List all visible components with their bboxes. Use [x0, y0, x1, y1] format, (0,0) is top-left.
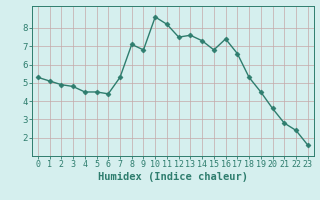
X-axis label: Humidex (Indice chaleur): Humidex (Indice chaleur) — [98, 172, 248, 182]
